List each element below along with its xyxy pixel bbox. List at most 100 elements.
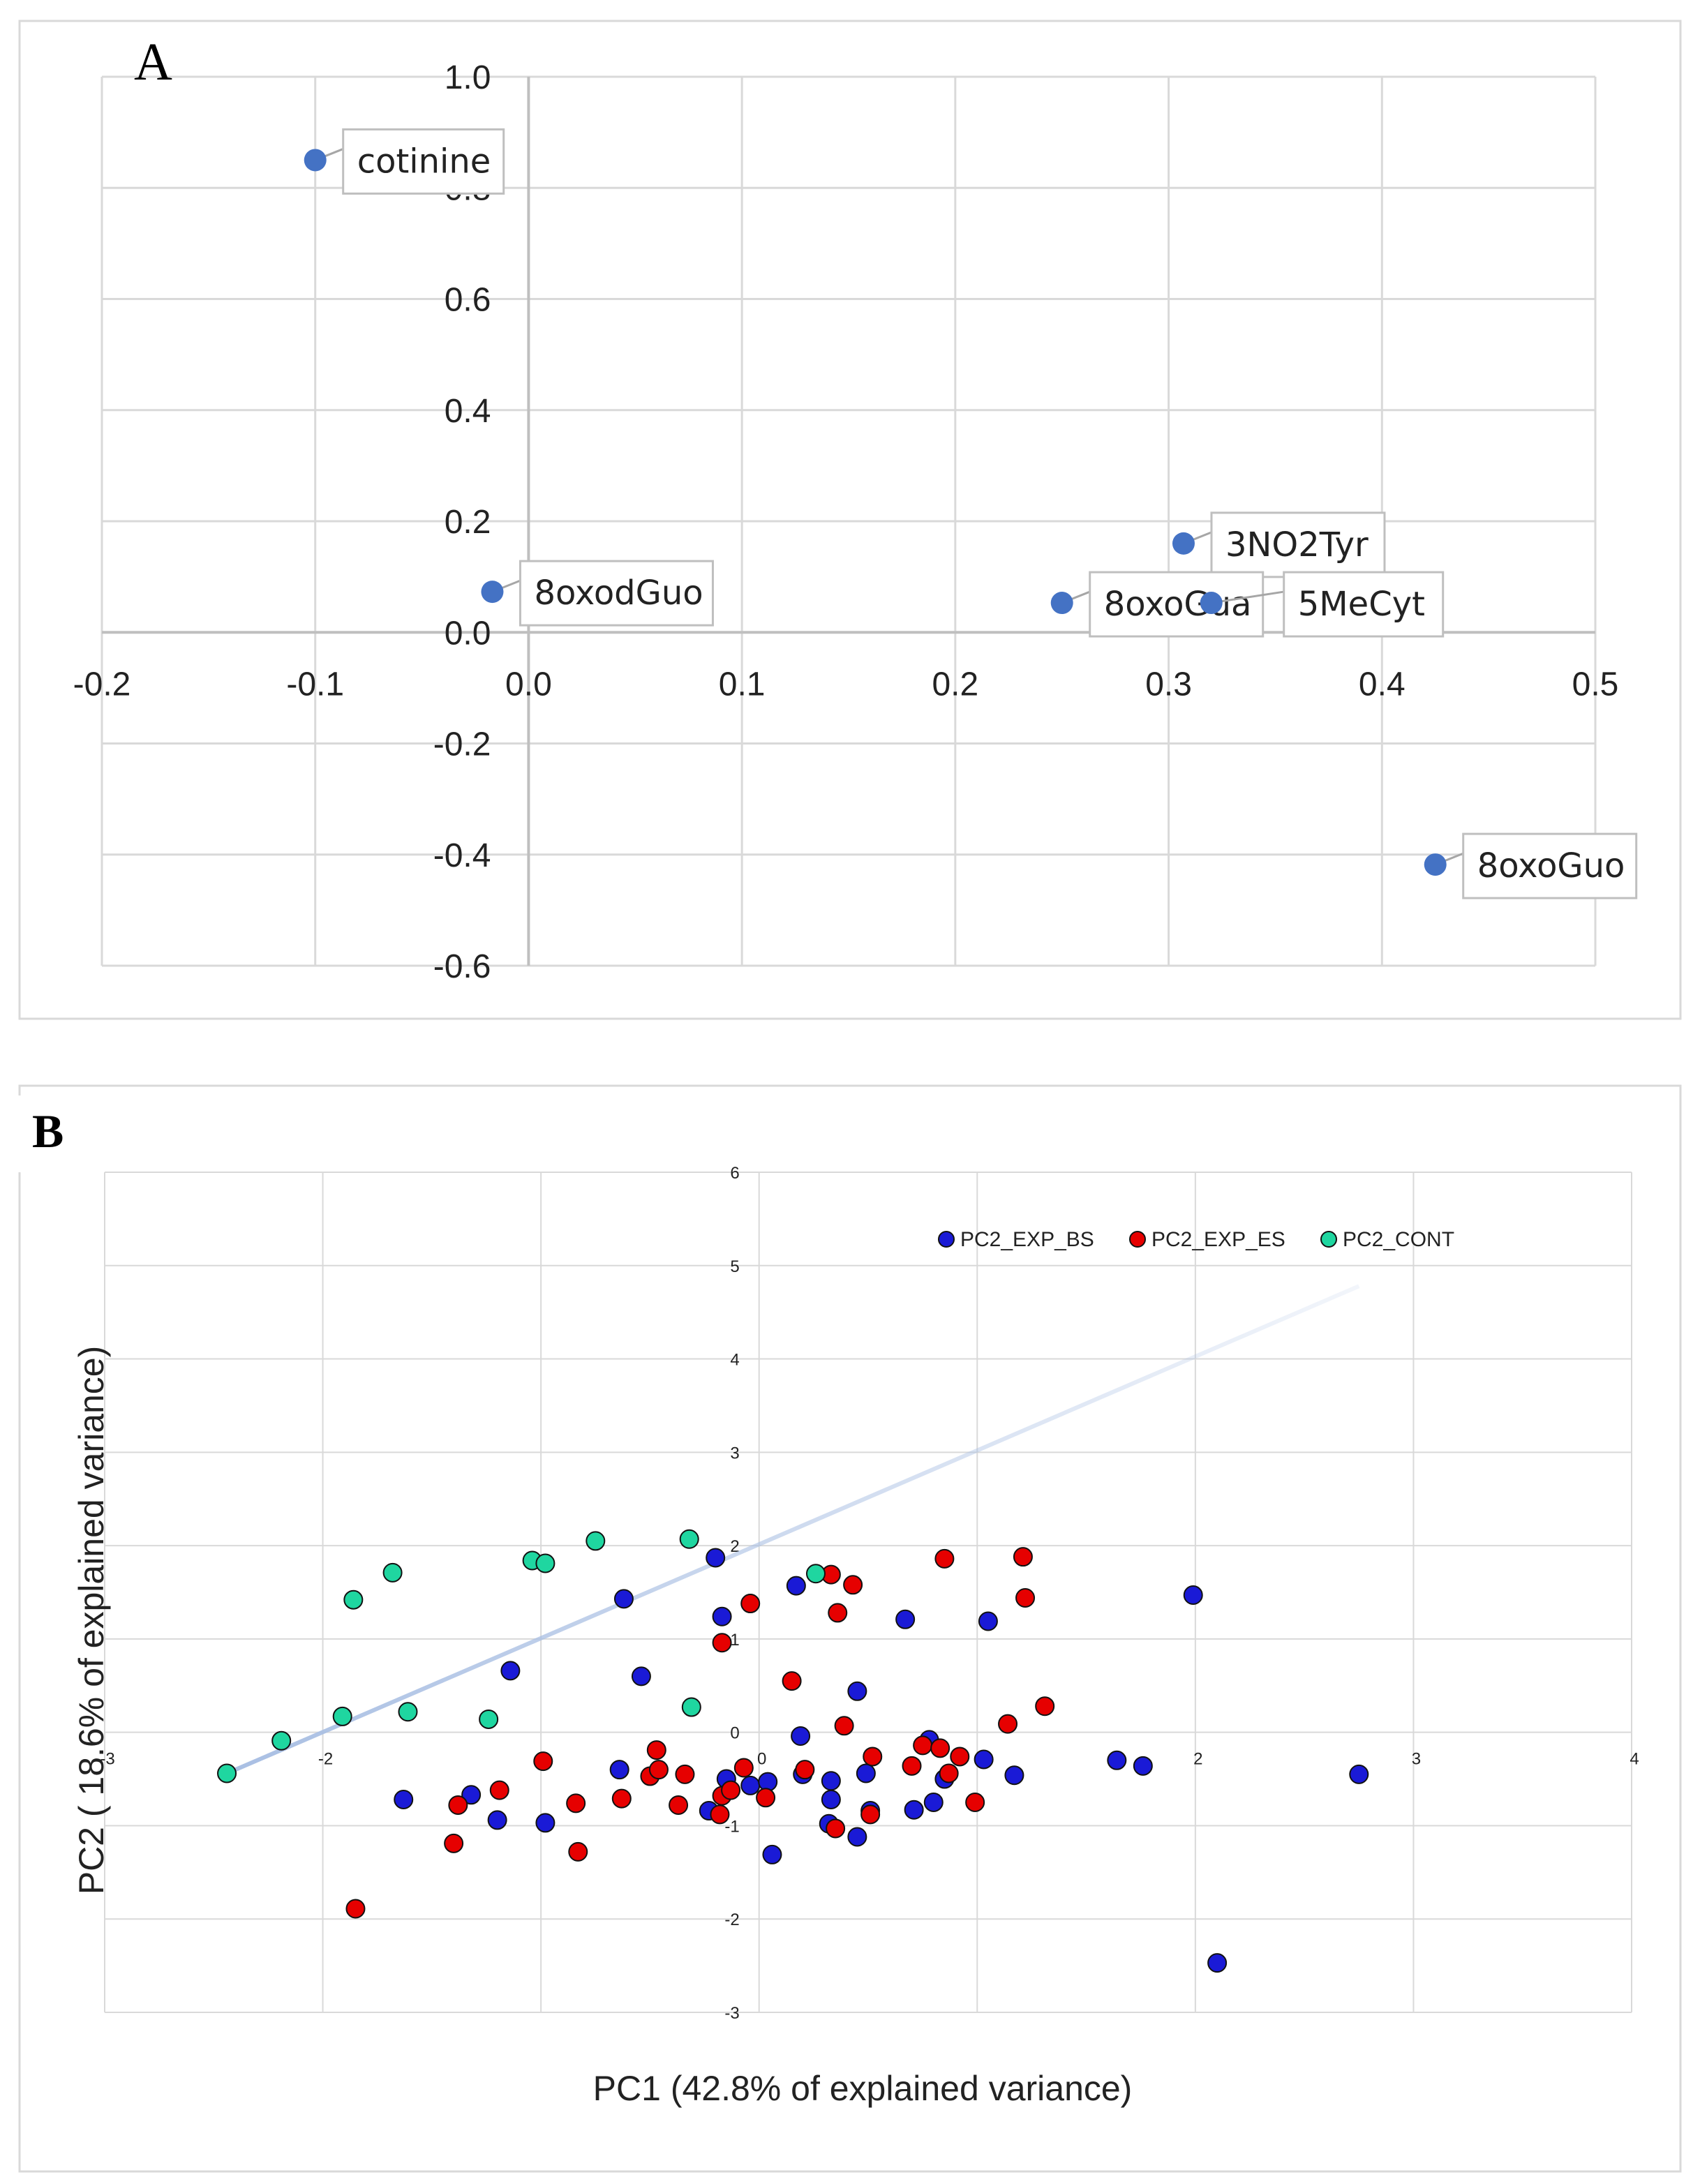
- panel-a-frame: [18, 20, 1682, 1020]
- data-point: [740, 1775, 761, 1795]
- data-point: [1133, 1756, 1153, 1776]
- x-tick-label: 2: [1193, 1750, 1202, 1769]
- data-point: [843, 1575, 863, 1595]
- data-point: [444, 1833, 464, 1853]
- x-tick-label: 0.5: [1572, 666, 1619, 703]
- data-point: [609, 1760, 629, 1780]
- label-callout-line: [1211, 590, 1284, 604]
- data-point: [568, 1841, 588, 1862]
- x-tick-label: 4: [1630, 1750, 1639, 1769]
- y-tick-label: -2: [724, 1910, 739, 1929]
- data-point: [834, 1716, 854, 1736]
- x-tick-label: -0.2: [73, 666, 131, 703]
- panel-a: 1.00.80.60.40.20.0-0.2-0.4-0.6-0.2-0.10.…: [18, 20, 1682, 1020]
- y-tick-label: 0.6: [445, 282, 491, 319]
- y-tick-label: 1: [730, 1631, 739, 1650]
- data-point: [1107, 1750, 1127, 1770]
- data-point: [487, 1810, 507, 1830]
- legend: PC2_EXP_BS PC2_EXP_ES PC2_CONT: [938, 1228, 1454, 1251]
- data-point: [631, 1666, 651, 1686]
- data-point: [681, 1697, 701, 1717]
- data-point: [821, 1789, 841, 1809]
- data-point: [611, 1788, 632, 1809]
- data-point: [939, 1763, 959, 1783]
- y-tick-label: -1: [724, 1817, 739, 1836]
- legend-marker: [938, 1231, 955, 1248]
- y-tick-label: 3: [730, 1444, 739, 1463]
- y-tick-label: -0.6: [433, 948, 491, 985]
- data-point: [974, 1749, 994, 1770]
- data-point: [398, 1702, 418, 1722]
- data-point: [740, 1594, 761, 1614]
- data-point: [712, 1633, 732, 1653]
- data-point: [1207, 1953, 1228, 1973]
- data-point: [382, 1562, 403, 1583]
- data-point: [489, 1780, 509, 1800]
- data-point: [679, 1529, 699, 1549]
- data-point: [826, 1818, 846, 1839]
- data-point: [500, 1661, 521, 1681]
- data-point: [847, 1827, 867, 1847]
- data-point: [613, 1589, 634, 1609]
- data-point: [721, 1780, 741, 1800]
- data-point: [847, 1681, 867, 1701]
- y-tick-label: 0.2: [445, 504, 491, 541]
- legend-marker: [1129, 1231, 1146, 1248]
- data-point: [394, 1789, 414, 1809]
- data-point: [902, 1756, 922, 1776]
- data-point: [345, 1899, 366, 1919]
- legend-label: PC2_EXP_BS: [960, 1228, 1094, 1251]
- data-point: [821, 1771, 841, 1791]
- x-tick-label: 0.2: [932, 666, 978, 703]
- data-point: [1172, 532, 1195, 555]
- x-tick-label: 0.4: [1359, 666, 1406, 703]
- panel-a-points: cotinine 8oxodGuo 3NO2Tyr 8oxoGua 5MeCyt 8oxo…: [304, 128, 1638, 899]
- label-box: [1089, 571, 1265, 638]
- label-box: [1462, 832, 1638, 899]
- data-point: [535, 1553, 556, 1573]
- data-point: [998, 1714, 1018, 1734]
- data-point: [669, 1795, 689, 1816]
- label-box: [342, 128, 505, 195]
- panel-b-letter-mask: [14, 1095, 98, 1172]
- y-axis-label: PC2 ( 18.6% of explained variance): [72, 1346, 111, 1895]
- x-tick-label: -3: [100, 1750, 114, 1769]
- point-label: 5MeCyt: [1298, 585, 1425, 624]
- data-point: [856, 1763, 876, 1783]
- data-point: [756, 1788, 776, 1808]
- data-point: [1424, 853, 1447, 876]
- legend-label: PC2_CONT: [1343, 1228, 1454, 1251]
- data-point: [895, 1609, 916, 1629]
- data-point: [860, 1804, 881, 1825]
- data-point: [930, 1738, 950, 1758]
- data-point: [586, 1531, 606, 1551]
- data-point: [271, 1730, 292, 1751]
- data-point: [1004, 1765, 1024, 1786]
- label-box: [519, 560, 714, 627]
- data-point: [533, 1751, 553, 1772]
- data-point: [461, 1785, 482, 1805]
- data-point: [795, 1760, 815, 1780]
- y-tick-label: 0.0: [445, 615, 491, 652]
- data-point: [1200, 592, 1223, 615]
- data-point: [648, 1760, 669, 1780]
- panel-b-points: [217, 1529, 1369, 1973]
- data-point: [304, 149, 327, 172]
- data-point: [965, 1793, 985, 1812]
- x-tick-label: 0.1: [719, 666, 766, 703]
- data-point: [978, 1611, 998, 1631]
- data-point: [782, 1671, 802, 1691]
- data-point: [448, 1795, 468, 1816]
- point-label: 8oxoGuo: [1477, 846, 1625, 885]
- data-point: [786, 1576, 806, 1596]
- data-point: [1015, 1588, 1036, 1608]
- data-point: [566, 1793, 586, 1813]
- data-point: [913, 1735, 933, 1756]
- panel-a-grid: [100, 75, 1597, 967]
- x-tick-label: 0: [757, 1750, 766, 1769]
- label-box: [1210, 511, 1386, 578]
- data-point: [791, 1726, 811, 1747]
- legend-label: PC2_EXP_ES: [1151, 1228, 1285, 1251]
